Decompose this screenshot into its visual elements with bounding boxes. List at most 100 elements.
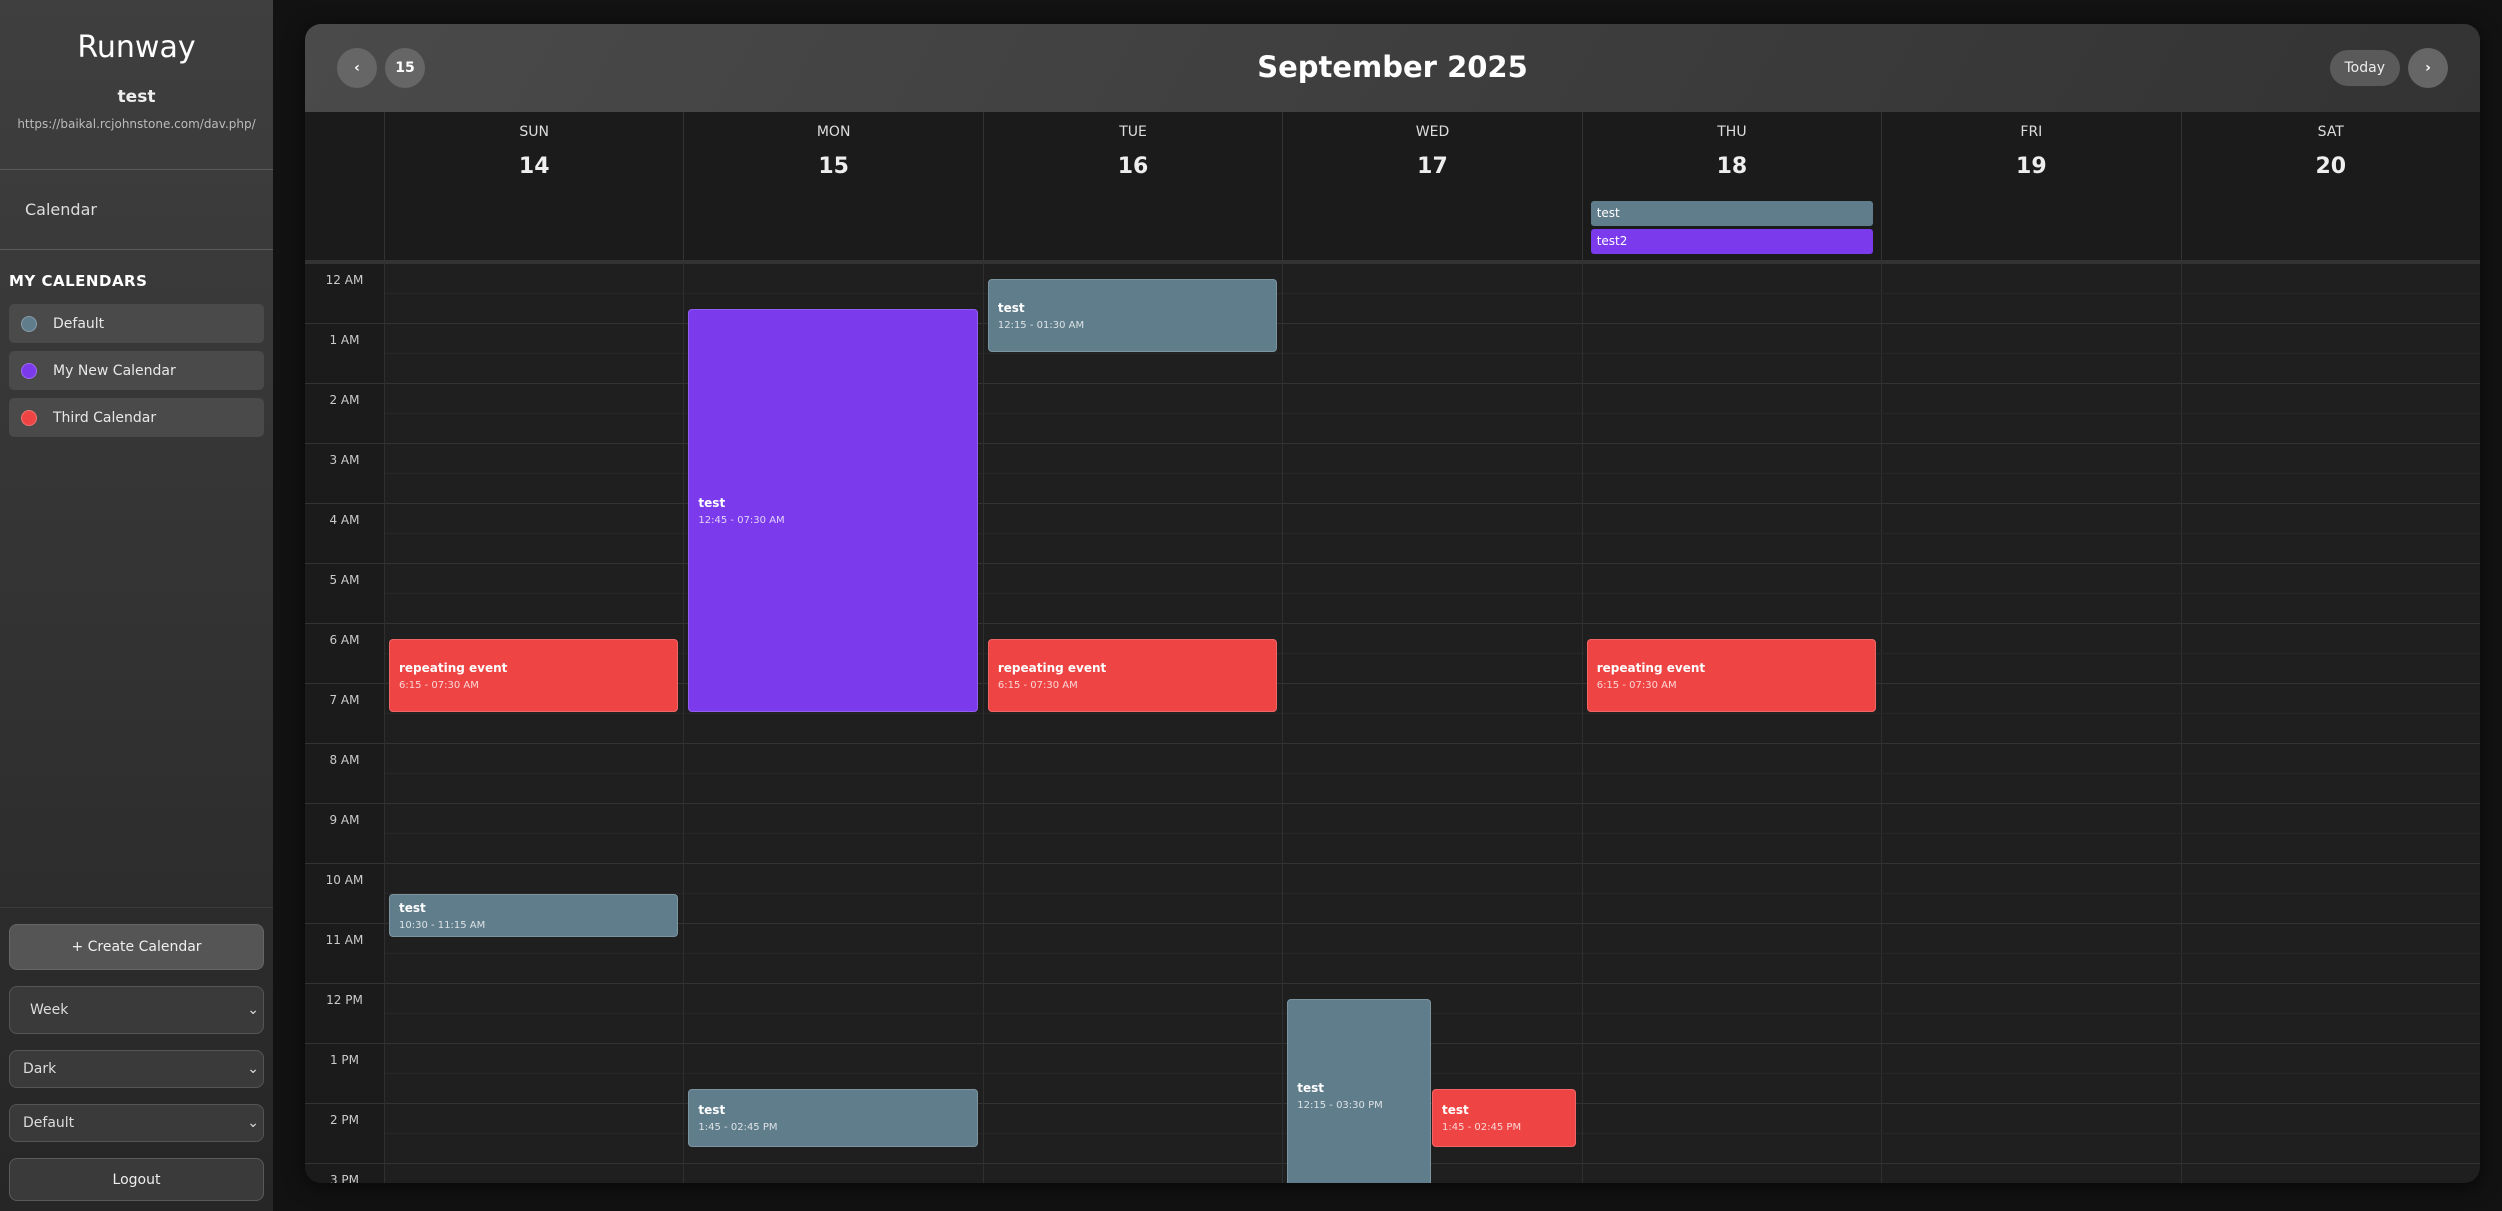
event[interactable]: test 10:30 - 11:15 AM xyxy=(389,894,679,937)
calendar-item[interactable]: My New Calendar xyxy=(9,351,264,390)
calendar-week-view: ‹ 15 September 2025 Today › SUN 14 MON 15 TU… xyxy=(305,24,2480,1183)
gutter-line xyxy=(305,1043,384,1044)
event[interactable]: repeating event 6:15 - 07:30 AM xyxy=(1586,639,1877,712)
day-header[interactable]: SUN 14 xyxy=(384,112,683,263)
gutter-line xyxy=(305,803,384,804)
event-time: 1:45 - 02:45 PM xyxy=(1442,1122,1522,1133)
hour-row xyxy=(384,263,2480,264)
day-column-divider xyxy=(683,263,685,1183)
event[interactable]: repeating event 6:15 - 07:30 AM xyxy=(987,639,1278,712)
theme-select-value: Dark xyxy=(23,1061,57,1077)
day-header[interactable]: WED 17 xyxy=(1282,112,1581,263)
hour-label: 10 AM xyxy=(325,873,364,887)
day-header[interactable]: THU 18 xyxy=(1581,112,1881,263)
all-day-event[interactable]: test2 xyxy=(1590,229,1874,254)
event-title: repeating event xyxy=(997,660,1107,675)
theme-select[interactable]: Dark ⌄ xyxy=(9,1050,264,1088)
hour-row xyxy=(384,743,2480,744)
day-name: MON xyxy=(816,124,851,140)
sidebar: Runway test https://baikal.rcjohnstone.c… xyxy=(0,0,273,1211)
half-hour-line xyxy=(384,653,2480,654)
gutter-line xyxy=(305,263,384,264)
hour-label: 9 AM xyxy=(329,813,360,827)
logout-button[interactable]: Logout xyxy=(9,1158,264,1201)
nav-calendar[interactable]: Calendar xyxy=(25,200,97,219)
hour-row xyxy=(384,323,2480,324)
hour-row xyxy=(384,623,2480,624)
hour-label: 2 PM xyxy=(329,1113,360,1127)
event[interactable]: repeating event 6:15 - 07:30 AM xyxy=(389,639,679,712)
calendar-name: My New Calendar xyxy=(53,362,176,379)
style-select[interactable]: Default ⌄ xyxy=(9,1104,264,1142)
today-date-button[interactable]: 15 xyxy=(385,48,425,88)
view-select[interactable]: Week ⌄ xyxy=(9,986,264,1034)
gutter-line xyxy=(305,683,384,684)
half-hour-line xyxy=(384,893,2480,894)
create-calendar-button[interactable]: + Create Calendar xyxy=(9,924,264,970)
hour-label: 1 PM xyxy=(329,1053,360,1067)
my-calendars-heading: MY CALENDARS xyxy=(9,272,148,290)
hour-label: 12 AM xyxy=(325,273,364,287)
app-name: Runway xyxy=(77,30,196,65)
day-header[interactable]: SAT 20 xyxy=(2180,112,2480,263)
prev-week-button[interactable]: ‹ xyxy=(337,48,377,88)
hour-row xyxy=(384,1163,2480,1164)
view-select-value: Week xyxy=(30,1002,69,1018)
gutter-line xyxy=(305,623,384,624)
event-time: 12:15 - 03:30 PM xyxy=(1297,1099,1383,1111)
day-name: WED xyxy=(1415,124,1450,140)
hour-label: 12 PM xyxy=(326,993,363,1007)
day-name: SUN xyxy=(519,124,550,140)
day-date: 19 xyxy=(2016,154,2047,179)
event-title: repeating event xyxy=(1596,660,1706,675)
event[interactable]: test 12:15 - 01:30 AM xyxy=(987,279,1278,352)
style-select-value: Default xyxy=(23,1115,75,1131)
half-hour-line xyxy=(384,413,2480,414)
calendar-color-dot xyxy=(21,315,37,332)
hour-row xyxy=(384,983,2480,984)
hour-row xyxy=(384,803,2480,804)
event-title: test xyxy=(698,1103,726,1117)
day-column-divider xyxy=(384,263,385,1183)
event-time: 1:45 - 02:45 PM xyxy=(698,1122,778,1133)
half-hour-line xyxy=(384,593,2480,594)
today-button[interactable]: Today xyxy=(2329,50,2400,86)
all-day-event[interactable]: test xyxy=(1590,201,1874,226)
event-title: test xyxy=(997,300,1025,315)
half-hour-line xyxy=(384,1013,2480,1014)
hour-label: 1 AM xyxy=(329,333,360,347)
half-hour-line xyxy=(384,833,2480,834)
day-header[interactable]: TUE 16 xyxy=(982,112,1282,263)
hour-row xyxy=(384,1043,2480,1044)
hour-label: 6 AM xyxy=(329,633,360,647)
day-header[interactable]: MON 15 xyxy=(683,112,982,263)
time-grid[interactable]: 12 AM 1 AM 2 AM 3 AM 4 AM 5 AM 6 AM 7 AM 8 AM 9 A… xyxy=(305,263,2480,1183)
event-title: test xyxy=(1297,1080,1325,1095)
calendar-color-dot xyxy=(21,362,37,379)
hour-label: 11 AM xyxy=(325,933,364,947)
hour-label: 2 AM xyxy=(329,393,360,407)
event-time: 6:15 - 07:30 AM xyxy=(1596,679,1677,691)
day-name: TUE xyxy=(1119,124,1147,140)
event-time: 10:30 - 11:15 AM xyxy=(399,919,486,931)
chevron-down-icon: ⌄ xyxy=(247,1115,259,1131)
event[interactable]: test 12:15 - 03:30 PM xyxy=(1287,999,1431,1183)
day-column-divider xyxy=(1282,263,1284,1183)
gutter-line xyxy=(305,563,384,564)
event[interactable]: test 1:45 - 02:45 PM xyxy=(688,1089,978,1147)
calendar-item[interactable]: Default xyxy=(9,304,264,343)
day-header[interactable]: FRI 19 xyxy=(1881,112,2180,263)
event[interactable]: test 12:45 - 07:30 AM xyxy=(688,309,978,712)
day-date: 16 xyxy=(1117,154,1149,179)
day-date: 18 xyxy=(1716,154,1748,179)
divider xyxy=(0,169,273,170)
divider xyxy=(0,249,273,250)
calendar-item[interactable]: Third Calendar xyxy=(9,398,264,437)
event-time: 6:15 - 07:30 AM xyxy=(399,679,479,691)
gutter-line xyxy=(305,743,384,744)
hour-label: 3 AM xyxy=(329,453,360,467)
day-column-divider xyxy=(1581,263,1583,1183)
event-time: 12:15 - 01:30 AM xyxy=(997,319,1085,331)
event[interactable]: test 1:45 - 02:45 PM xyxy=(1432,1089,1576,1147)
next-week-button[interactable]: › xyxy=(2408,48,2448,88)
